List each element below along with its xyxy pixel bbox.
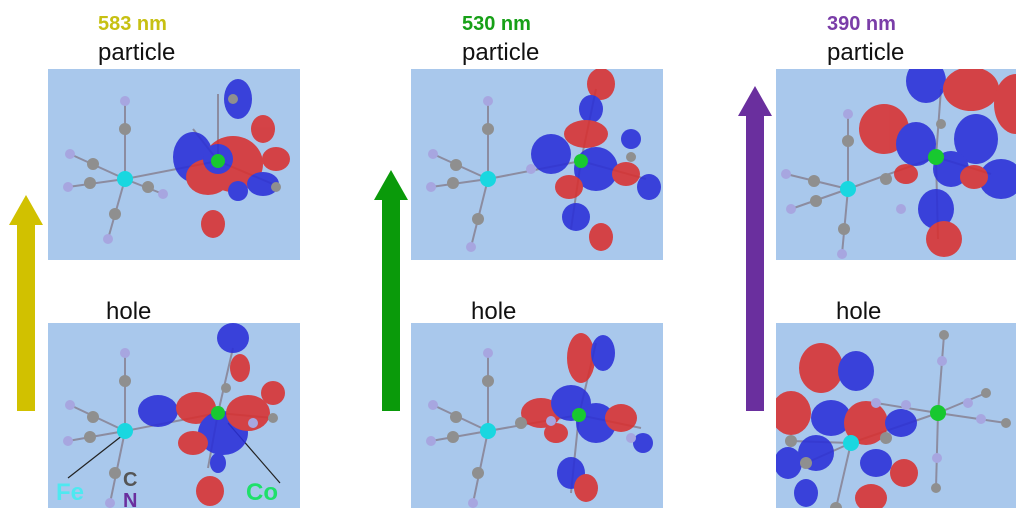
excitation-arrow-530: [374, 170, 408, 416]
hole-orbital-image-583: [63, 323, 285, 508]
atom-label-co: Co: [246, 479, 278, 506]
hole-label-583: hole: [106, 298, 152, 325]
hole-label-390: hole: [836, 298, 882, 325]
wavelength-label-583: 583 nm: [98, 13, 167, 35]
arrow-shape-530: [374, 170, 408, 411]
particle-orbital-panel-390: [776, 69, 1016, 260]
particle-orbital-image-583: [63, 79, 290, 244]
excitation-arrow-390: [738, 86, 772, 416]
arrow-shape-583: [9, 195, 43, 411]
atom-label-n: N: [123, 490, 138, 508]
hole-orbital-image-390: [776, 330, 1011, 508]
atom-label-c: C: [123, 469, 138, 491]
particle-label-530: particle: [462, 39, 540, 66]
hole-orbital-panel-530: [411, 323, 663, 508]
particle-orbital-panel-530: [411, 69, 663, 260]
atom-label-fe: Fe: [56, 479, 85, 506]
particle-label-390: particle: [827, 39, 905, 66]
particle-orbital-image-530: [426, 69, 661, 252]
hole-label-530: hole: [471, 298, 517, 325]
hole-orbital-image-530: [426, 333, 653, 508]
arrow-shape-390: [738, 86, 772, 411]
particle-label-583: particle: [98, 39, 176, 66]
hole-orbital-panel-390: [776, 323, 1016, 508]
wavelength-label-530: 530 nm: [462, 13, 531, 35]
particle-orbital-image-390: [781, 69, 1016, 259]
hole-orbital-panel-583: Fe C N Co: [48, 323, 300, 508]
wavelength-label-390: 390 nm: [827, 13, 896, 35]
particle-orbital-panel-583: [48, 69, 300, 260]
excitation-arrow-583: [9, 195, 43, 416]
